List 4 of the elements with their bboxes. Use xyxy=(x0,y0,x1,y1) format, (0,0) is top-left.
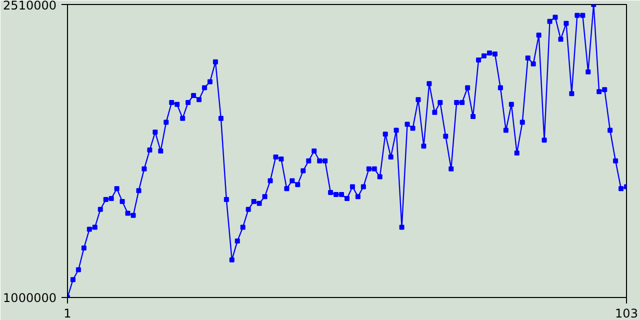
y-tick-label: 1000000 xyxy=(3,291,57,305)
y-tick-label: 2510000 xyxy=(3,0,57,12)
x-tick-label: 1 xyxy=(64,306,72,320)
x-tick-label: 103 xyxy=(615,306,638,320)
